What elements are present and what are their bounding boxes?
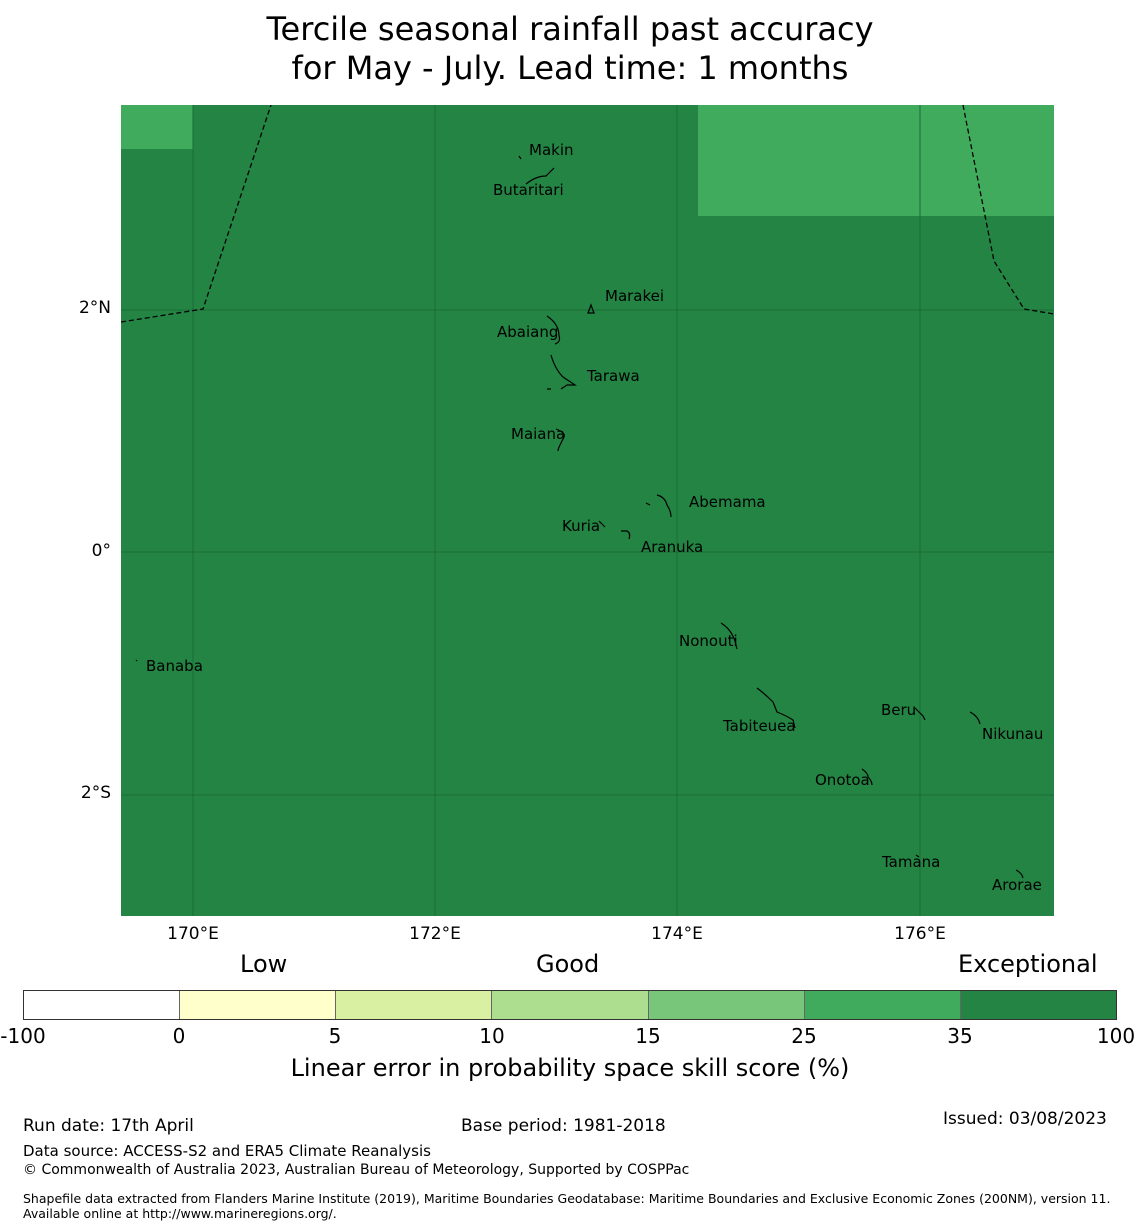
lon-tick-174e: 174°E — [651, 924, 703, 944]
colorbar-tick: 5 — [328, 1024, 342, 1048]
eez-boundary — [121, 105, 1054, 323]
chart-title: Tercile seasonal rainfall past accuracy … — [0, 10, 1140, 88]
place-label-beru: Beru — [881, 701, 917, 719]
colorbar-tick: 15 — [635, 1024, 661, 1048]
colorbar-tick: 0 — [172, 1024, 186, 1048]
place-label-kuria: Kuria — [562, 517, 601, 535]
map-panel: Makin Butaritari Marakei Abaiang Tarawa … — [121, 105, 1054, 916]
lat-tick-2n: 2°N — [78, 298, 111, 318]
place-label-marakei: Marakei — [605, 287, 665, 305]
place-label-banaba: Banaba — [146, 657, 203, 675]
skill-exceptional-area — [121, 105, 1054, 916]
lon-tick-172e: 172°E — [409, 924, 461, 944]
colorbar-tick: 10 — [479, 1024, 505, 1048]
place-label-nikunau: Nikunau — [982, 725, 1044, 743]
colorbar-tick: 35 — [947, 1024, 973, 1048]
title-line-1: Tercile seasonal rainfall past accuracy — [266, 10, 874, 48]
island-outlines — [135, 155, 1024, 879]
colorbar-tick: -100 — [0, 1024, 46, 1048]
place-label-makin: Makin — [529, 141, 574, 159]
colorbar — [23, 990, 1117, 1020]
base-period: Base period: 1981-2018 — [461, 1116, 666, 1136]
place-label-tabiteuea: Tabiteuea — [723, 717, 796, 735]
skill-very-good-patch-nw — [121, 105, 193, 149]
place-label-abaiang: Abaiang — [497, 323, 559, 341]
colorbar-segment — [336, 991, 493, 1019]
lat-tick-2s: 2°S — [80, 783, 111, 803]
legend-category-low: Low — [240, 950, 288, 978]
place-label-aranuka: Aranuka — [641, 538, 704, 556]
gridlines — [121, 105, 1054, 916]
skill-very-good-patch-ne — [698, 105, 1054, 216]
legend-category-exceptional: Exceptional — [958, 950, 1098, 978]
shapefile-credit: Shapefile data extracted from Flanders M… — [23, 1191, 1111, 1221]
colorbar-tick: 100 — [1096, 1024, 1136, 1048]
place-label-onotoa: Onotoa — [815, 771, 870, 789]
legend-category-good: Good — [536, 950, 600, 978]
title-line-2: for May - July. Lead time: 1 months — [291, 49, 849, 87]
place-label-nonouti: Nonouti — [679, 632, 738, 650]
place-label-butaritari: Butaritari — [493, 181, 564, 199]
colorbar-tick: 25 — [791, 1024, 817, 1048]
colorbar-segment — [804, 991, 961, 1019]
colorbar-label: Linear error in probability space skill … — [290, 1054, 850, 1082]
run-date: Run date: 17th April — [23, 1116, 194, 1136]
copyright: © Commonwealth of Australia 2023, Austra… — [23, 1162, 690, 1178]
issued-date: Issued: 03/08/2023 — [943, 1109, 1107, 1129]
map-canvas — [121, 105, 1054, 916]
data-source: Data source: ACCESS-S2 and ERA5 Climate … — [23, 1142, 431, 1160]
colorbar-segment — [24, 991, 181, 1019]
lat-tick-0: 0° — [91, 541, 111, 561]
colorbar-segment — [960, 991, 1116, 1019]
place-label-tarawa: Tarawa — [587, 367, 640, 385]
place-label-arorae: Arorae — [992, 876, 1042, 894]
place-label-tamana: Tamana — [882, 853, 941, 871]
lon-tick-170e: 170°E — [167, 924, 219, 944]
colorbar-segment — [180, 991, 337, 1019]
colorbar-segment — [492, 991, 649, 1019]
colorbar-segment — [648, 991, 805, 1019]
lon-tick-176e: 176°E — [894, 924, 946, 944]
place-label-abemama: Abemama — [689, 493, 766, 511]
place-label-maiana: Maiana — [511, 425, 566, 443]
